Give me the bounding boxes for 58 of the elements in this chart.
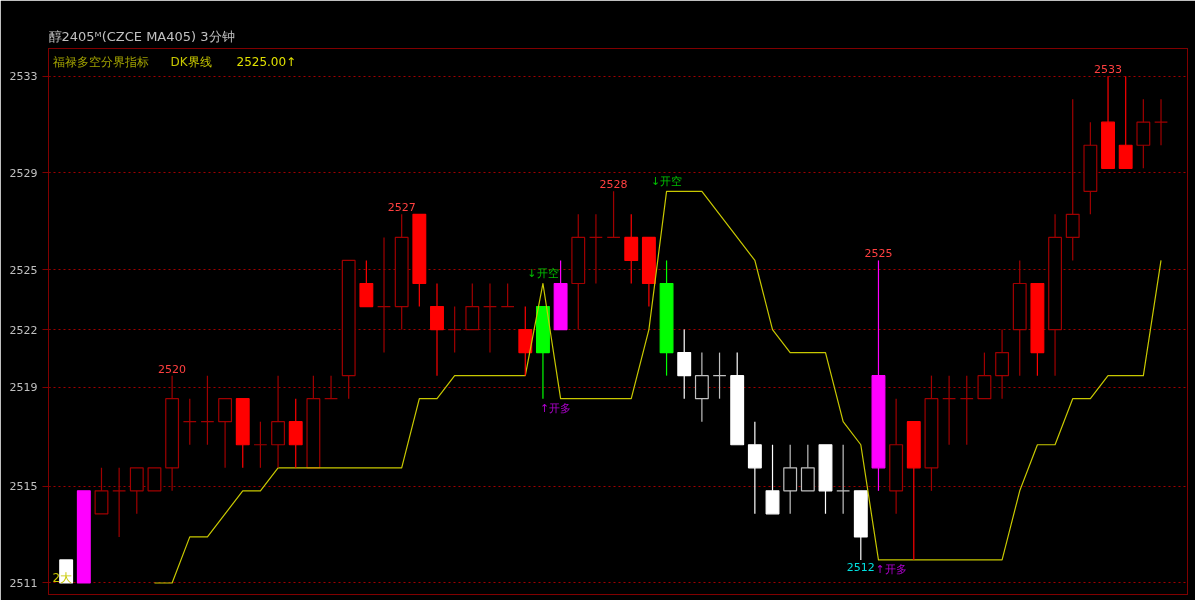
candlestick bbox=[200, 375, 215, 446]
annotation: ↓开空 bbox=[650, 175, 683, 189]
candlestick bbox=[889, 398, 904, 515]
y-tick-label: 2529 bbox=[9, 166, 38, 180]
candlestick bbox=[1065, 98, 1080, 262]
candlestick bbox=[836, 444, 851, 515]
y-tick-label: 2522 bbox=[9, 323, 38, 337]
candlestick bbox=[518, 305, 533, 377]
candlestick bbox=[1083, 121, 1098, 215]
candlestick bbox=[377, 236, 391, 354]
candlestick bbox=[1154, 98, 1168, 146]
annotation: ↑开多 bbox=[875, 562, 907, 576]
y-tick-label: 2519 bbox=[9, 381, 38, 395]
line-series bbox=[153, 190, 1162, 584]
annotation: 2520 bbox=[158, 362, 187, 376]
candlestick bbox=[712, 352, 727, 400]
candlestick bbox=[942, 375, 957, 446]
annotation: 2大 bbox=[52, 570, 73, 585]
candlestick bbox=[1048, 213, 1063, 377]
y-tick-label: 2511 bbox=[9, 576, 38, 590]
candlestick bbox=[394, 213, 409, 331]
candlestick bbox=[182, 398, 197, 446]
candlestick bbox=[288, 398, 303, 469]
candlestick bbox=[624, 213, 639, 285]
candlestick bbox=[677, 328, 692, 400]
y-tick-label: 2533 bbox=[9, 70, 38, 84]
text: DK界线 bbox=[170, 54, 212, 69]
candlestick bbox=[483, 282, 497, 354]
candlestick bbox=[694, 352, 709, 423]
candlestick bbox=[112, 467, 127, 538]
candlestick bbox=[588, 213, 603, 285]
candlestick bbox=[924, 375, 939, 492]
candlestick bbox=[747, 421, 762, 515]
y-tick-label: 2525 bbox=[9, 263, 38, 277]
annotation: 2528 bbox=[599, 178, 628, 192]
candlestick bbox=[165, 375, 180, 492]
candlestick bbox=[571, 213, 586, 331]
candlestick bbox=[1012, 259, 1027, 377]
candlestick bbox=[995, 328, 1010, 400]
candlestick bbox=[1136, 98, 1151, 169]
candlestick bbox=[430, 282, 444, 377]
candlestick bbox=[871, 259, 886, 492]
annotation: ↑开多 bbox=[539, 401, 572, 415]
annotation: 2525 bbox=[864, 247, 893, 261]
text: 福禄多空分界指标 bbox=[52, 54, 149, 69]
annotation: 2527 bbox=[387, 201, 416, 215]
annotation: 2512 bbox=[846, 560, 875, 574]
annotation: 2533 bbox=[1094, 63, 1123, 77]
candlestick bbox=[783, 444, 798, 515]
y-tick-label: 2515 bbox=[9, 480, 38, 494]
candlestick bbox=[447, 305, 462, 354]
candlestick bbox=[271, 375, 286, 469]
annotation: 2525.00↑ bbox=[236, 54, 297, 69]
annotation: ↓开空 bbox=[527, 267, 559, 281]
candlestick bbox=[959, 375, 974, 446]
candlestick bbox=[659, 259, 674, 377]
chart-title: 醇2405ᴹ(CZCE MA405) 3分钟 bbox=[48, 28, 235, 44]
candlestick bbox=[253, 421, 268, 469]
